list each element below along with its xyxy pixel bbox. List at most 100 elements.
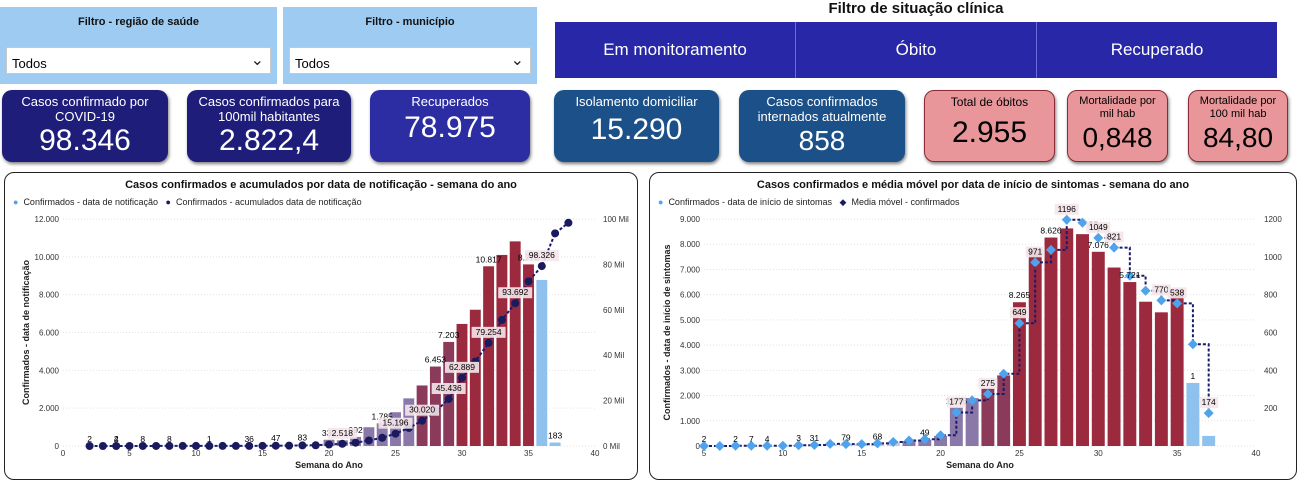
bar-value-label: 31	[810, 433, 820, 443]
series-marker	[1156, 295, 1167, 306]
bar-value-label: 2	[733, 434, 738, 444]
x-tick-label: 15	[258, 449, 267, 458]
line-value-label: 174	[1202, 397, 1216, 407]
bar	[1076, 234, 1089, 446]
bar-value-label: 8	[140, 434, 145, 444]
y-tick-label: 2.000	[39, 404, 60, 413]
series-marker	[777, 440, 788, 451]
bar	[416, 385, 428, 446]
legend-item: Media móvel - confirmados	[851, 197, 960, 207]
municipality-filter-title: Filtro - município	[365, 16, 455, 28]
legend-item: Confirmados - acumulados data de notific…	[175, 197, 362, 207]
x-tick-label: 35	[1173, 449, 1182, 458]
bar-value-label: 2	[702, 434, 707, 444]
y-tick-label: 8.000	[680, 240, 701, 249]
bar	[1044, 237, 1058, 446]
bar-value-label: 2	[114, 434, 119, 444]
bar-value-label: 7.076	[1088, 240, 1110, 250]
municipality-filter-dropdown[interactable]: Todos ⌄	[289, 47, 531, 74]
line-label-bg	[1199, 397, 1219, 409]
series-marker	[85, 441, 94, 450]
bar	[1091, 251, 1105, 446]
series-marker	[364, 436, 373, 445]
x-tick-label: 25	[1015, 449, 1024, 458]
bar-value-label: 79	[841, 432, 851, 442]
card-label: Mortalidade por mil hab	[1079, 95, 1156, 120]
bar-value-label: 6.453	[425, 355, 447, 365]
series-marker	[138, 441, 147, 450]
card-value: 858	[798, 125, 846, 156]
bar-value-label: 47	[271, 433, 281, 443]
x-tick-label: 30	[458, 449, 467, 458]
series-marker	[1124, 270, 1135, 281]
series-marker	[98, 441, 107, 450]
x-tick-label: 15	[857, 449, 866, 458]
line-value-label: 275	[981, 378, 995, 388]
bar-value-label: 7.203	[438, 330, 460, 340]
series-marker	[285, 441, 294, 450]
bar	[1012, 302, 1026, 446]
series-marker	[1187, 339, 1198, 350]
series-marker	[338, 439, 347, 448]
series-marker	[231, 441, 240, 450]
series-marker	[746, 440, 757, 451]
line-label-bg	[1025, 246, 1045, 258]
series-marker	[537, 262, 546, 271]
bar	[1202, 435, 1216, 446]
line-label-bg	[1086, 221, 1111, 233]
series-marker	[840, 439, 851, 450]
y-tick-label: 8.000	[39, 291, 60, 300]
bar	[1186, 382, 1200, 446]
card-home-isolation: Isolamento domiciliar 15.290	[554, 90, 719, 162]
line-label-bg	[1167, 287, 1187, 299]
x-tick-label: 30	[1094, 449, 1103, 458]
bar	[965, 398, 979, 446]
bar	[496, 254, 508, 446]
line-label-bg	[378, 417, 413, 429]
bar	[1028, 249, 1042, 446]
filter-button-death[interactable]: Óbito	[796, 22, 1037, 78]
x-axis-title: Semana do Ano	[946, 460, 1014, 470]
line-value-label: 93.692	[502, 287, 528, 297]
line-value-label: 538	[1170, 287, 1184, 297]
series-marker	[511, 299, 520, 308]
clinical-filter-title: Filtro de situação clínica	[828, 0, 1004, 17]
y-axis-title: Confirmados - data de início de sintomas	[662, 244, 672, 420]
line-value-label: 821	[1107, 232, 1121, 242]
legend-diamond-icon: ◆	[839, 197, 847, 207]
series-marker	[165, 441, 174, 450]
bar-value-label: 36	[244, 434, 254, 444]
series-marker	[351, 438, 360, 447]
series-marker	[258, 441, 267, 450]
filter-button-recovered[interactable]: Recuperado	[1110, 40, 1204, 59]
series-marker	[458, 373, 466, 382]
line-value-label: 971	[1028, 246, 1042, 256]
bar	[509, 241, 521, 446]
series-marker	[1203, 408, 1214, 419]
y-tick-label: 3.000	[680, 366, 701, 375]
bar-value-label: 83	[298, 432, 308, 442]
line-label-bg	[1054, 203, 1079, 215]
line-label-bg	[405, 404, 440, 416]
line-label-bg	[498, 287, 533, 299]
line-label-bg	[946, 396, 966, 408]
series-marker	[325, 440, 333, 449]
series-marker	[178, 441, 187, 450]
x-tick-label: 40	[591, 449, 600, 458]
y2-tick-label: 20 Mil	[603, 397, 625, 406]
card-value: 84,80	[1202, 122, 1274, 153]
series-marker	[809, 440, 820, 451]
region-filter-dropdown[interactable]: Todos ⌄	[6, 47, 271, 74]
chart-symptoms-svg: 0 1.000 2.000 3.000 4.000 5.000 6.000 7.000 8.00…	[662, 203, 1282, 470]
card-confirmed-cases: Casos confirmado por COVID-19 98.346	[2, 90, 168, 162]
y2-tick-label: 600	[1264, 329, 1278, 338]
bar	[934, 435, 948, 446]
x-tick-label: 25	[391, 449, 400, 458]
filter-button-monitoring[interactable]: Em monitoramento	[555, 22, 796, 78]
series-marker	[856, 439, 867, 450]
line-label-bg	[327, 427, 357, 439]
series-marker	[271, 441, 280, 450]
series-marker	[418, 416, 427, 425]
series-marker	[1045, 244, 1056, 255]
